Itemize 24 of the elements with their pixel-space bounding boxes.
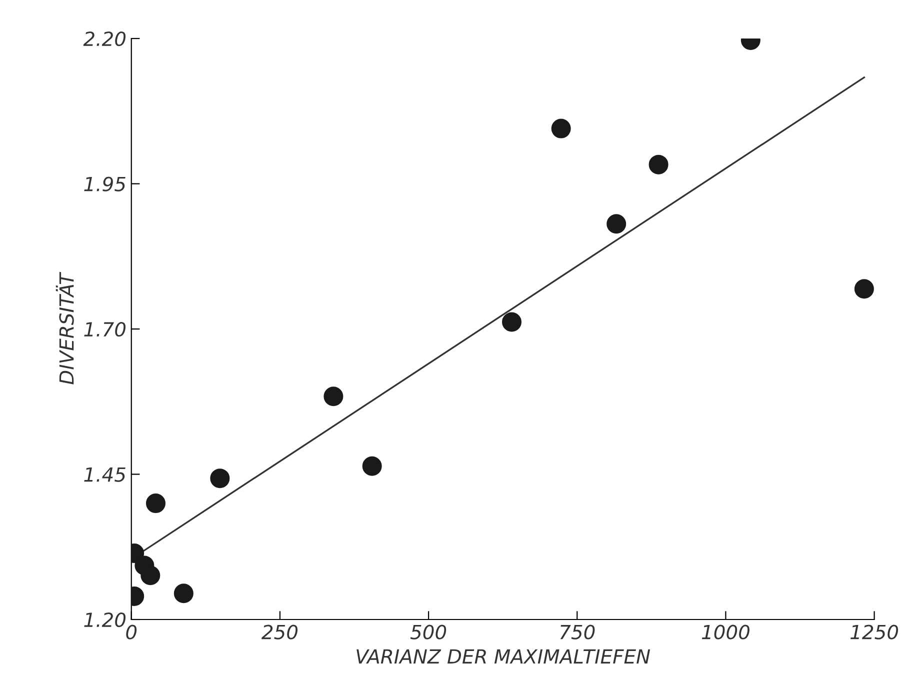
point (362, 456, 382, 476)
x-tick-label: 250 (261, 624, 298, 640)
point (551, 118, 571, 138)
point (606, 214, 626, 234)
x-tick-label: 1250 (850, 624, 898, 640)
x-tick-label: 500 (410, 624, 446, 640)
point (146, 494, 166, 514)
y-axis-title: DIVERSITÄT (56, 272, 74, 384)
point (174, 584, 194, 604)
point (324, 386, 344, 406)
point (140, 566, 160, 586)
x-axis-title: VARIANZ DER MAXIMALTIEFEN (356, 649, 650, 664)
y-tick-label: 1.45 (84, 467, 126, 482)
x-tick-label: 1000 (702, 624, 750, 640)
point (854, 279, 874, 299)
x-tick-label: 750 (560, 624, 595, 640)
y-tick-label: 2.20 (83, 31, 126, 46)
point (502, 312, 522, 332)
y-tick-label: 1.70 (84, 322, 126, 337)
y-tick-label: 1.95 (84, 176, 126, 192)
point (210, 468, 230, 488)
y-tick-label: 1.20 (84, 612, 126, 628)
point (648, 154, 668, 174)
x-tick-label: 0 (126, 624, 137, 640)
